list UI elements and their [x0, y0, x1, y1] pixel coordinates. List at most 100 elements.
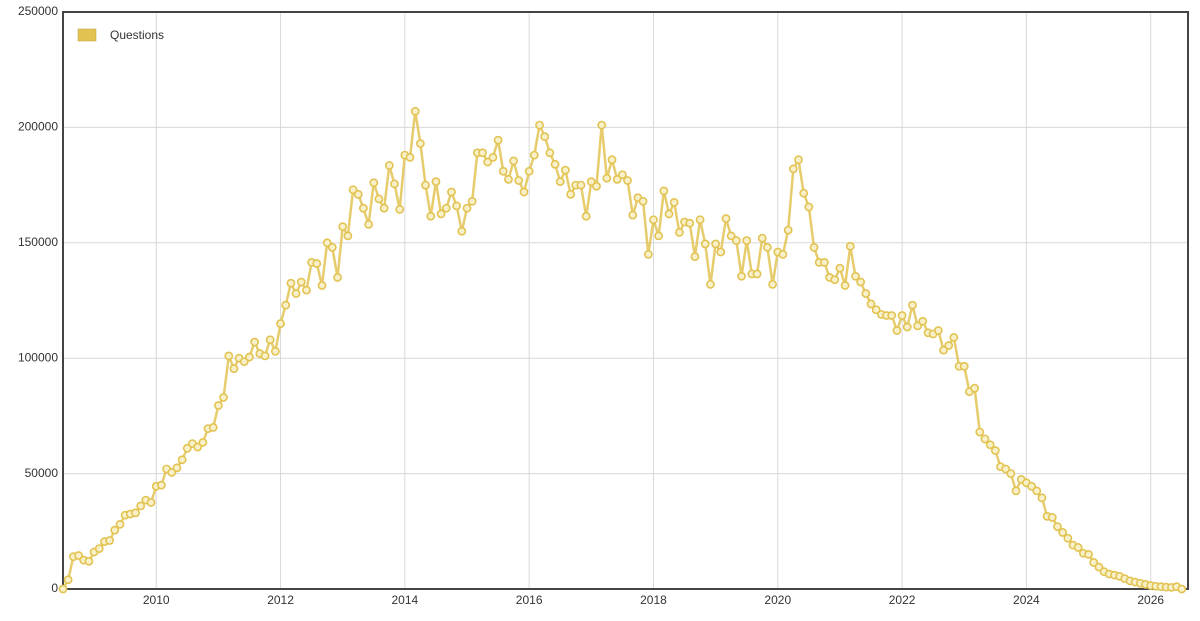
data-point [146, 498, 156, 507]
x-tick-label: 2020 [764, 593, 791, 607]
data-point [327, 243, 337, 252]
data-point [509, 156, 519, 166]
data-point [788, 164, 798, 174]
data-point [669, 198, 679, 207]
x-tick-label: 2018 [640, 593, 667, 607]
data-point [721, 214, 731, 223]
data-point [809, 243, 819, 252]
data-point [731, 236, 741, 245]
data-point [887, 311, 897, 320]
data-point [856, 277, 866, 287]
data-point [711, 239, 721, 249]
data-point [799, 188, 809, 198]
x-tick-label: 2010 [143, 593, 170, 607]
data-point [369, 178, 379, 188]
data-point [706, 279, 715, 289]
data-point [602, 173, 612, 183]
data-point [1073, 543, 1083, 552]
y-tick-label: 0 [51, 581, 58, 595]
data-point [560, 165, 570, 175]
data-point [426, 211, 436, 221]
data-point [415, 139, 425, 148]
y-tick-label: 50000 [25, 466, 59, 480]
data-point [208, 423, 218, 432]
data-point [737, 271, 746, 281]
data-point [975, 427, 985, 437]
data-point [970, 383, 980, 393]
data-point [338, 222, 348, 232]
data-point [861, 289, 871, 298]
data-point [985, 440, 995, 450]
data-point [58, 584, 68, 594]
data-point [136, 501, 146, 511]
y-tick-label: 150000 [18, 235, 58, 249]
data-point [364, 219, 374, 229]
data-point [908, 300, 917, 310]
data-point [84, 556, 94, 566]
data-point [94, 544, 104, 554]
data-point [312, 259, 322, 268]
data-point [576, 180, 586, 190]
data-point [695, 215, 705, 225]
data-point [1047, 513, 1057, 522]
data-point [664, 209, 674, 219]
data-point [623, 176, 632, 185]
data-point [638, 196, 648, 206]
data-point [794, 155, 803, 165]
data-point [467, 196, 477, 206]
data-point [441, 203, 451, 213]
data-point [592, 181, 601, 191]
data-point [643, 249, 653, 259]
x-tick-label: 2022 [889, 593, 916, 607]
data-point [213, 401, 223, 410]
data-point [1084, 549, 1093, 559]
data-point [949, 333, 959, 342]
data-point [597, 120, 607, 130]
data-point [752, 269, 762, 279]
data-point [529, 150, 539, 160]
data-point [545, 148, 555, 158]
data-point [250, 337, 260, 347]
data-point [504, 174, 513, 184]
data-point [757, 233, 767, 243]
data-point [1058, 528, 1068, 537]
data-point [944, 341, 954, 350]
data-point [1037, 493, 1047, 503]
data-point [296, 277, 306, 287]
data-point [317, 281, 327, 290]
data-point [410, 106, 420, 116]
data-point [742, 236, 752, 245]
data-point [607, 155, 617, 165]
data-point [395, 204, 405, 214]
data-point [177, 455, 187, 465]
data-point [478, 148, 487, 158]
data-point [1063, 533, 1073, 543]
data-point [768, 279, 778, 289]
data-point [260, 351, 270, 361]
data-point [550, 159, 560, 169]
x-tick-label: 2024 [1013, 593, 1040, 607]
data-point [1011, 486, 1021, 496]
data-point [685, 218, 695, 228]
plot-border [62, 11, 1189, 590]
data-point [384, 161, 394, 170]
data-point [649, 215, 658, 225]
data-point [617, 170, 627, 180]
data-point [628, 210, 638, 220]
data-point [421, 180, 430, 190]
data-point [488, 153, 498, 162]
data-point [131, 508, 140, 518]
data-point [333, 273, 342, 282]
data-point [566, 189, 576, 199]
x-tick-label: 2016 [516, 593, 543, 607]
data-point [1053, 522, 1062, 532]
data-point [276, 319, 285, 328]
data-point [835, 263, 845, 273]
data-point [172, 463, 182, 473]
data-point [358, 203, 368, 213]
data-point [959, 361, 969, 371]
data-point [156, 480, 166, 490]
data-point [405, 153, 415, 162]
legend-label: Questions [110, 28, 164, 42]
